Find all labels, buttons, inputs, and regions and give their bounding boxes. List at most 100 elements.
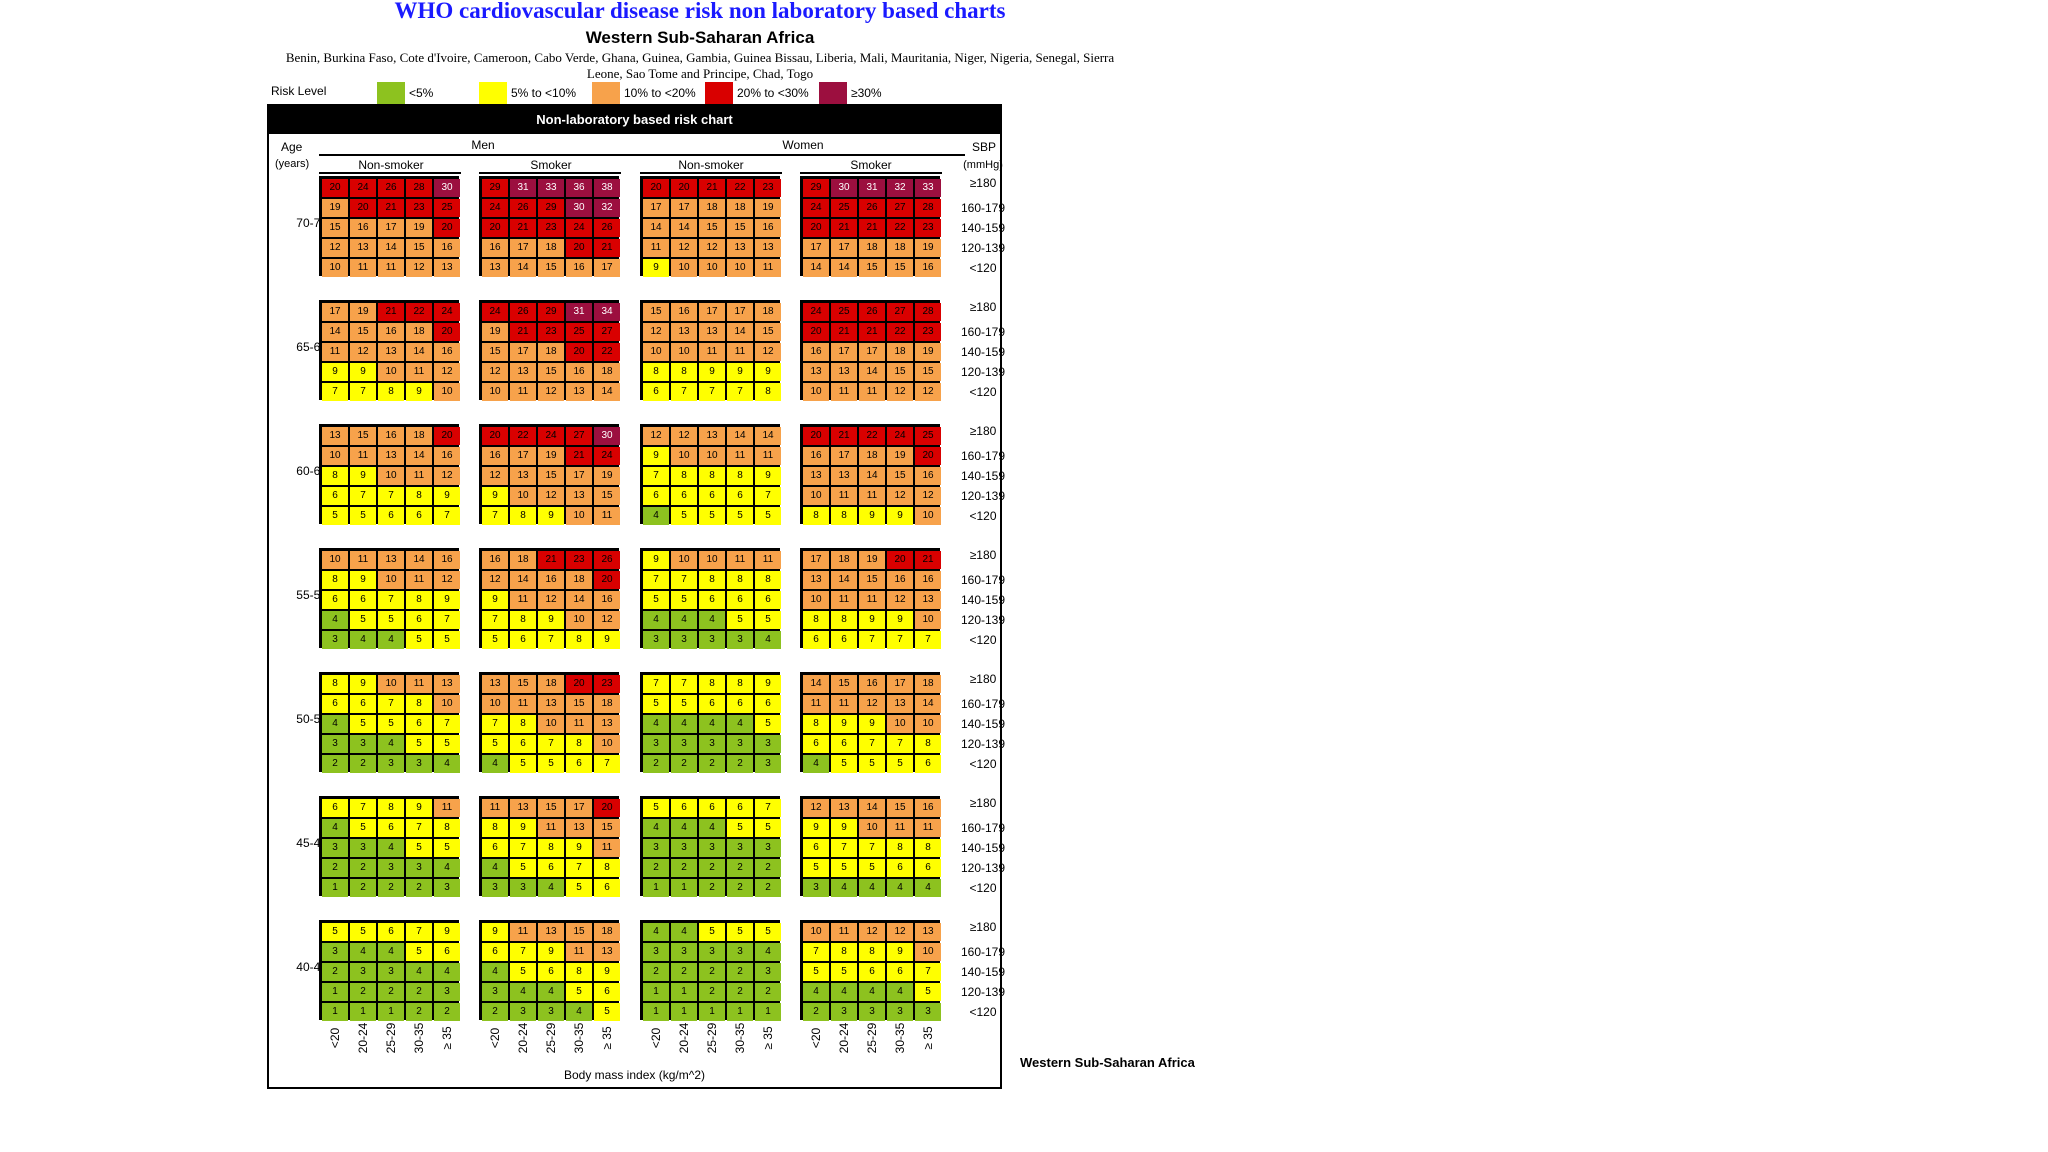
risk-cell: 3 <box>643 839 669 857</box>
risk-cell: 2 <box>755 879 781 897</box>
legend-swatch-2 <box>479 82 507 104</box>
risk-cell: 16 <box>566 363 592 381</box>
risk-cell: 3 <box>434 879 460 897</box>
risk-cell: 16 <box>350 219 376 237</box>
risk-cell: 2 <box>699 859 725 877</box>
risk-cell: 22 <box>594 343 620 361</box>
risk-cell: 14 <box>727 427 753 445</box>
sbp-label: 140-159 <box>960 717 1006 731</box>
risk-cell: 2 <box>699 755 725 773</box>
x-axis-label: Body mass index (kg/m^2) <box>563 1068 705 1082</box>
sbp-label: ≥180 <box>969 920 997 934</box>
risk-cell: 7 <box>859 735 885 753</box>
risk-cell: 16 <box>671 303 697 321</box>
risk-cell: 11 <box>727 551 753 569</box>
risk-cell: 1 <box>322 879 348 897</box>
risk-cell: 7 <box>915 631 941 649</box>
risk-cell: 13 <box>594 943 620 961</box>
risk-cell: 20 <box>434 323 460 341</box>
risk-cell: 7 <box>538 631 564 649</box>
risk-cell: 14 <box>510 571 536 589</box>
risk-cell: 3 <box>350 963 376 981</box>
risk-cell: 9 <box>538 507 564 525</box>
risk-cell: 3 <box>859 1003 885 1021</box>
risk-cell: 29 <box>538 199 564 217</box>
risk-cell: 14 <box>803 259 829 277</box>
risk-cell: 4 <box>510 983 536 1001</box>
risk-cell: 18 <box>887 239 913 257</box>
risk-cell: 21 <box>831 219 857 237</box>
risk-cell: 20 <box>594 799 620 817</box>
risk-cell: 2 <box>350 859 376 877</box>
risk-cell: 9 <box>510 819 536 837</box>
risk-cell: 16 <box>378 427 404 445</box>
risk-cell: 5 <box>755 507 781 525</box>
risk-cell: 11 <box>831 591 857 609</box>
risk-cell: 8 <box>803 715 829 733</box>
risk-grid-women-smoker: 29 30 31 32 33 24 25 26 27 28 20 21 21 22 23 17 17 18 18 19… <box>800 176 941 277</box>
risk-cell: 5 <box>859 755 885 773</box>
risk-cell: 24 <box>566 219 592 237</box>
risk-cell: 18 <box>594 363 620 381</box>
risk-cell: 9 <box>434 923 460 941</box>
risk-cell: 7 <box>322 383 348 401</box>
risk-cell: 5 <box>643 695 669 713</box>
risk-cell: 3 <box>378 859 404 877</box>
legend-swatch-3 <box>592 82 620 104</box>
risk-cell: 6 <box>699 799 725 817</box>
risk-cell: 14 <box>406 551 432 569</box>
bmi-label: ≥ 35 <box>440 1026 454 1050</box>
risk-cell: 7 <box>671 571 697 589</box>
risk-cell: 20 <box>434 219 460 237</box>
risk-cell: 11 <box>350 447 376 465</box>
bmi-label: 30-35 <box>412 1022 426 1054</box>
risk-cell: 13 <box>566 487 592 505</box>
risk-cell: 4 <box>538 983 564 1001</box>
risk-cell: 8 <box>378 799 404 817</box>
risk-cell: 16 <box>482 551 508 569</box>
risk-cell: 14 <box>915 695 941 713</box>
risk-cell: 4 <box>350 943 376 961</box>
risk-cell: 16 <box>859 675 885 693</box>
risk-cell: 8 <box>699 571 725 589</box>
risk-cell: 6 <box>322 591 348 609</box>
risk-cell: 5 <box>643 799 669 817</box>
risk-cell: 25 <box>831 199 857 217</box>
risk-cell: 19 <box>322 199 348 217</box>
risk-cell: 8 <box>831 611 857 629</box>
region-title: Western Sub-Saharan Africa <box>585 28 815 47</box>
risk-cell: 17 <box>831 239 857 257</box>
risk-cell: 13 <box>350 239 376 257</box>
risk-cell: 5 <box>755 611 781 629</box>
risk-cell: 11 <box>727 343 753 361</box>
risk-cell: 18 <box>859 239 885 257</box>
risk-cell: 3 <box>755 735 781 753</box>
risk-cell: 2 <box>699 983 725 1001</box>
risk-cell: 20 <box>803 323 829 341</box>
risk-cell: 18 <box>594 923 620 941</box>
sbp-label: <120 <box>969 509 997 523</box>
risk-cell: 7 <box>350 799 376 817</box>
risk-cell: 22 <box>727 179 753 197</box>
risk-cell: 14 <box>831 571 857 589</box>
risk-cell: 5 <box>378 715 404 733</box>
risk-cell: 13 <box>831 799 857 817</box>
risk-cell: 3 <box>350 735 376 753</box>
risk-cell: 17 <box>643 199 669 217</box>
risk-cell: 6 <box>482 943 508 961</box>
risk-cell: 11 <box>434 799 460 817</box>
risk-cell: 9 <box>406 383 432 401</box>
risk-cell: 5 <box>755 819 781 837</box>
risk-cell: 10 <box>915 507 941 525</box>
risk-cell: 4 <box>322 715 348 733</box>
risk-cell: 13 <box>803 363 829 381</box>
risk-grid-men-nonsmoker: 10 11 13 14 16 8 9 10 11 12 6 6 7 8 9 4 5 5 6 7 3 4 4 5 5 <box>319 548 460 649</box>
risk-cell: 2 <box>482 1003 508 1021</box>
risk-cell: 3 <box>699 839 725 857</box>
risk-cell: 9 <box>350 467 376 485</box>
risk-cell: 14 <box>859 363 885 381</box>
risk-cell: 3 <box>482 879 508 897</box>
risk-cell: 4 <box>831 983 857 1001</box>
risk-cell: 9 <box>538 943 564 961</box>
